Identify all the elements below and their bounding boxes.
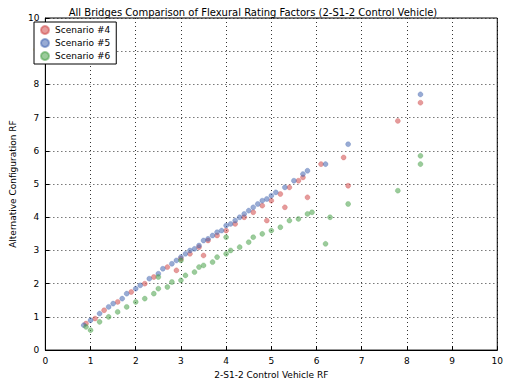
svg-text:8: 8 xyxy=(34,79,40,89)
svg-text:2-S1-2 Control Vehicle RF: 2-S1-2 Control Vehicle RF xyxy=(214,370,328,380)
svg-text:1: 1 xyxy=(34,312,40,322)
svg-text:4: 4 xyxy=(34,212,40,222)
svg-text:5: 5 xyxy=(34,179,40,189)
svg-text:5: 5 xyxy=(268,356,274,366)
svg-text:Alternative Configuration RF: Alternative Configuration RF xyxy=(8,120,18,248)
svg-text:10: 10 xyxy=(27,13,40,23)
svg-text:Scenario #4: Scenario #4 xyxy=(55,25,111,35)
svg-text:4: 4 xyxy=(223,356,229,366)
svg-text:9: 9 xyxy=(449,356,455,366)
svg-text:0: 0 xyxy=(42,356,48,366)
svg-text:All Bridges Comparison of Flex: All Bridges Comparison of Flexural Ratin… xyxy=(69,7,438,18)
svg-text:8: 8 xyxy=(404,356,410,366)
svg-text:6: 6 xyxy=(34,146,40,156)
svg-text:7: 7 xyxy=(359,356,365,366)
svg-text:0: 0 xyxy=(34,345,40,355)
svg-text:2: 2 xyxy=(34,279,40,289)
svg-text:10: 10 xyxy=(492,356,504,366)
svg-text:Scenario #5: Scenario #5 xyxy=(55,38,110,48)
svg-text:2: 2 xyxy=(133,356,139,366)
svg-text:3: 3 xyxy=(34,245,40,255)
svg-text:Scenario #6: Scenario #6 xyxy=(55,51,111,61)
svg-text:3: 3 xyxy=(178,356,184,366)
svg-text:6: 6 xyxy=(314,356,320,366)
svg-text:7: 7 xyxy=(34,113,40,123)
svg-text:1: 1 xyxy=(88,356,94,366)
